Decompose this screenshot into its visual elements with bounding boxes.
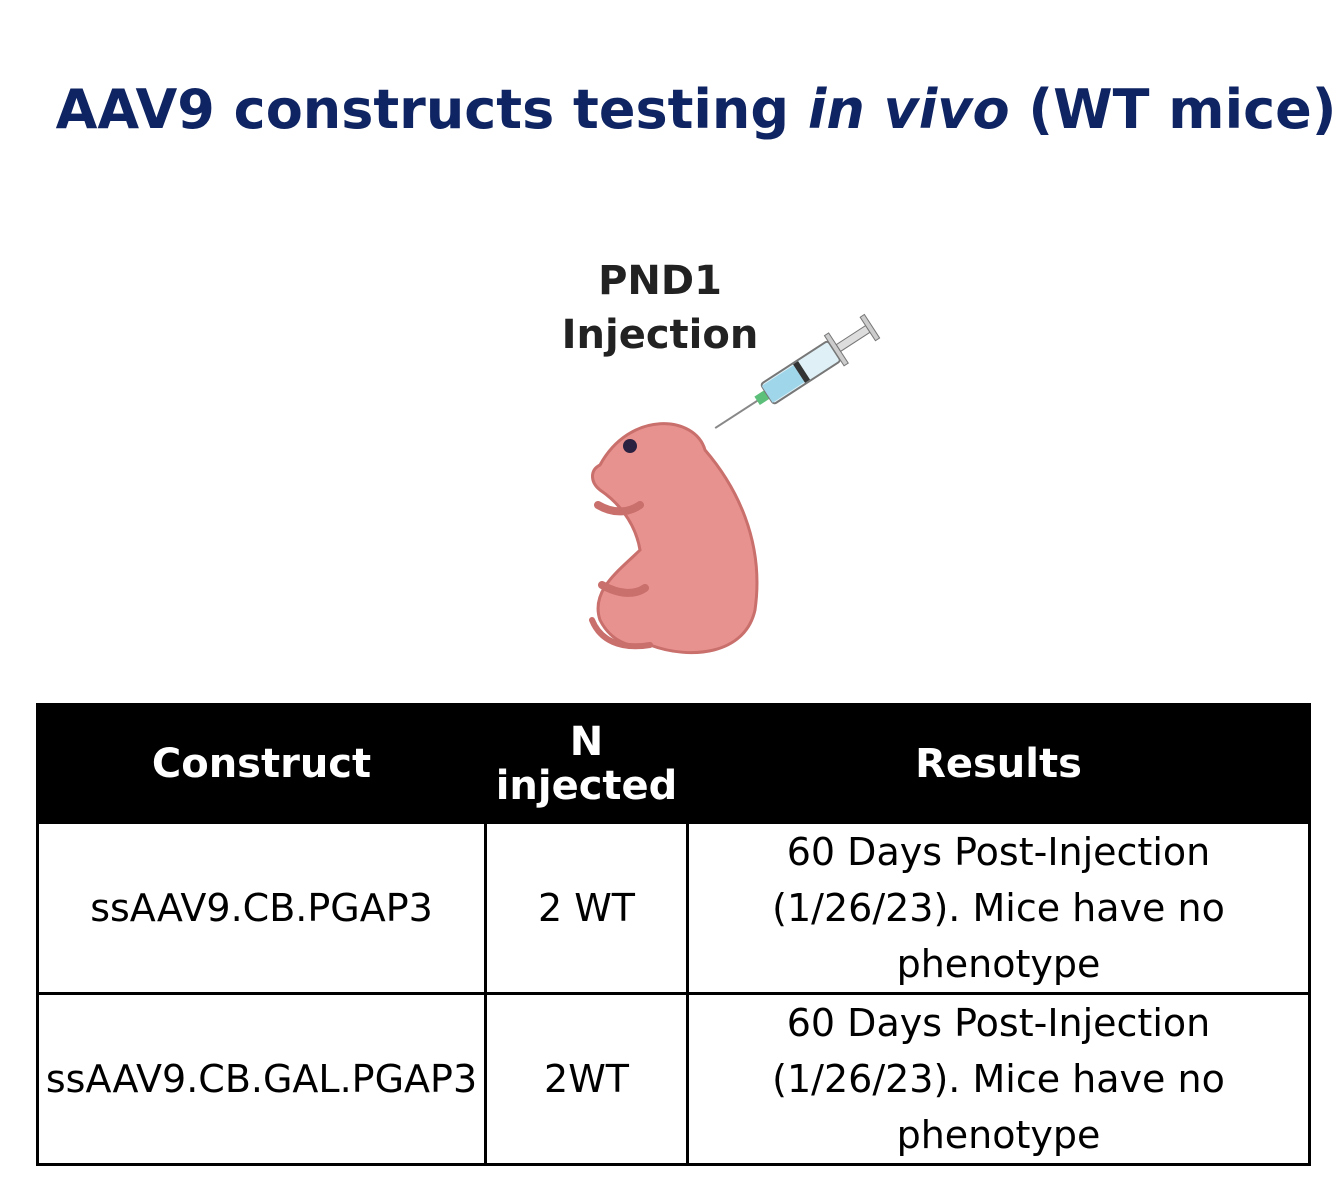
syringe <box>714 313 881 429</box>
header-cell: Construct <box>36 703 487 824</box>
title-text: AAV9 constructs testing <box>55 78 790 141</box>
header-cell: Results <box>686 703 1311 824</box>
cell: 2 WT <box>484 821 689 995</box>
slide-title: AAV9 constructs testing in vivo (WT mice… <box>0 78 1342 141</box>
mouse-syringe <box>589 313 881 655</box>
title-text: (WT mice) <box>1028 78 1337 141</box>
cell: ssAAV9.CB.GAL.PGAP3 <box>36 992 487 1166</box>
cell: 2WT <box>484 992 689 1166</box>
cell: 60 Days Post-Injection (1/26/23). Mice h… <box>686 821 1311 995</box>
title-italic: in vivo <box>807 78 1010 141</box>
illustration-label: Injection <box>561 312 759 358</box>
results-table: Construct N injected Results ssAAV9.CB.P… <box>36 703 1311 1166</box>
illustration: PND1 Injection <box>520 250 900 670</box>
illustration-label: PND1 <box>598 258 722 304</box>
header-cell: N injected <box>484 703 689 824</box>
cell: ssAAV9.CB.PGAP3 <box>36 821 487 995</box>
cell: 60 Days Post-Injection (1/26/23). Mice h… <box>686 992 1311 1166</box>
